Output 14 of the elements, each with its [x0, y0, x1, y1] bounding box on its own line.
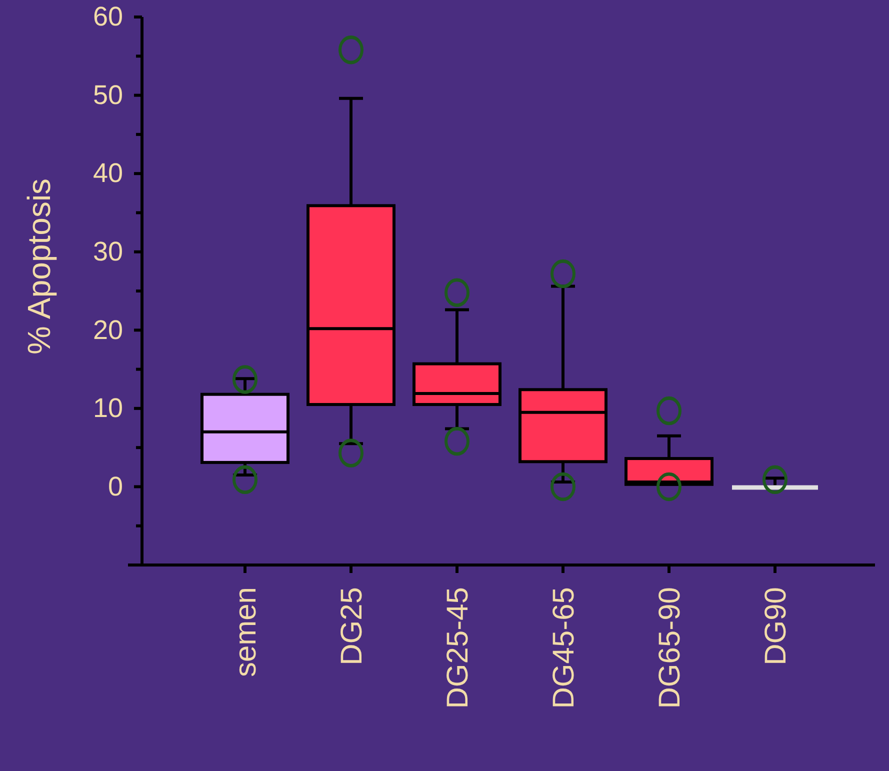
y-tick-label: 50: [92, 80, 123, 110]
y-tick-label: 40: [92, 158, 123, 188]
y-tick-label: 10: [92, 393, 123, 424]
x-tick-label: DG65-90: [654, 587, 686, 709]
x-tick-label: semen: [230, 587, 262, 678]
y-tick-label: 60: [92, 2, 123, 32]
x-tick-label: DG90: [760, 587, 792, 666]
y-tick-label: 20: [92, 314, 123, 345]
y-axis-title: % Apoptosis: [21, 178, 57, 355]
x-tick-label: DG25-45: [442, 587, 474, 709]
y-tick-label: 0: [108, 471, 123, 502]
x-tick-label: DG45-65: [548, 587, 580, 709]
x-tick-label: DG25: [336, 587, 368, 666]
y-tick-label: 30: [92, 236, 123, 266]
